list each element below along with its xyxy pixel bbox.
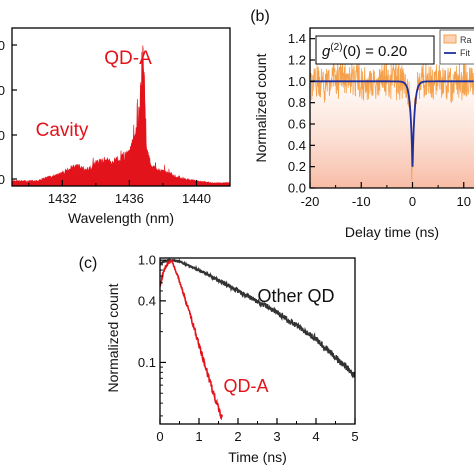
legend-swatch-raw [443,34,457,44]
panel-b-frame [309,27,474,189]
panel-c-ylabel: Normalized count [105,283,121,392]
panel-b-xtick-label: -10 [352,194,371,209]
panel-b-ytick-label: 0.6 [288,117,306,132]
other-qd-annotation: Other QD [257,286,334,306]
panel-b-ytick-label: 0.8 [288,95,306,110]
qd-a-annotation: QD-A [104,48,152,69]
panel-c-xtick-label: 0 [156,429,163,444]
panel-b-xlabel: Delay time (ns) [345,224,439,240]
panel-b-ytick-label: 1.4 [288,31,306,46]
panel-b-xtick-label: -20 [301,194,320,209]
panel-b-ytick-label: 0.0 [288,181,306,196]
panel-a-xtick-label: 1440 [182,191,211,206]
panel-c-ytick-label: 0.4 [138,293,156,308]
raw-data-line [310,59,474,181]
panel-c-xtick-label: 5 [351,429,358,444]
panel-b-ytick-label: 1.0 [288,74,306,89]
panel-c-xtick-label: 4 [312,429,319,444]
panel-a-ytick-fragment: 0 [0,83,5,98]
spectrum-area [12,45,230,186]
panel-a-xtick-label: 1432 [48,191,77,206]
qd-a-decay-annotation: QD-A [224,376,269,396]
panel-c-ytick-label: 0.1 [138,355,156,370]
panel-c-frame [159,257,356,425]
panel-c-xtick-label: 2 [234,429,241,444]
panel-b-xtick-label: 0 [409,194,416,209]
cavity-annotation: Cavity [36,120,89,141]
panel-c-ytick-label: 1.0 [138,253,156,268]
panel-c-xtick-label: 3 [273,429,280,444]
panel-a-frame [11,27,231,187]
fit-line [310,80,474,167]
panel-b-letter: (b) [250,8,270,25]
panel-a-ytick-fragment: 0 [0,172,5,187]
panel-a-spectrum: 1432 1436 1440 0 0 0 0 Wavelength (nm) QD-A Cavit… [0,27,231,226]
panel-a-xlabel: Wavelength (nm) [68,210,174,226]
panel-c-letter: (c) [79,255,98,272]
panel-a-xtick-label: 1436 [115,191,144,206]
qd-a-decay-line [160,259,223,421]
legend-label-fit: Fit [460,48,470,58]
panel-b-ytick-label: 1.2 [288,53,306,68]
panel-b-xtick-label: 10 [457,194,471,209]
panel-b-ytick-label: 0.2 [288,159,306,174]
panel-b-g2: 0.0 0.2 0.4 0.6 0.8 1.0 1.2 1.4 -20 -10 0 10 Delay t… [250,8,474,240]
panel-b-ytick-label: 0.4 [288,138,306,153]
panel-c-decay: 0 1 2 3 4 5 1.0 0.4 0.1 Time (ns) Normalized count… [79,253,359,465]
panel-b-ylabel: Normalized count [253,53,269,162]
panel-c-xlabel: Time (ns) [228,449,287,465]
legend-label-raw: Ra [460,35,472,45]
panel-a-ytick-fragment: 0 [0,38,5,53]
g2-annotation: g(2)(0) = 0.20 [322,42,407,60]
panel-a-ytick-fragment: 0 [0,128,5,143]
g2-annotation-box [315,35,435,65]
panel-c-xtick-label: 1 [195,429,202,444]
other-qd-decay-line [160,258,355,379]
